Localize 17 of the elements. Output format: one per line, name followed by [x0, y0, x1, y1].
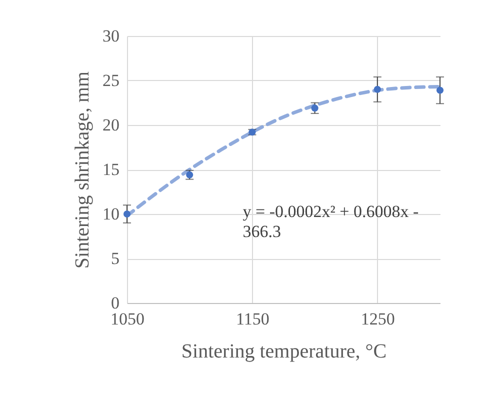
annotation: y = -0.0002x² + 0.6008x - 366.3 — [242, 202, 419, 242]
x-tick-label: 1150 — [236, 310, 270, 328]
x-axis-title: Sintering temperature, °C — [181, 340, 387, 362]
x-tick-label: 1250 — [360, 310, 395, 328]
y-tick-label: 15 — [102, 160, 120, 179]
y-tick-label: 5 — [111, 249, 120, 268]
y-tick-label: 30 — [102, 26, 120, 46]
point — [374, 86, 381, 93]
y-axis-title: Sintering shrinkage, mm — [72, 70, 94, 269]
point — [311, 104, 318, 112]
y-tick-label: 25 — [102, 71, 120, 90]
x-tick-label: 1050 — [110, 310, 144, 328]
y-tick-label: 0 — [111, 294, 120, 312]
y-tick-label: 20 — [102, 116, 120, 134]
point — [436, 86, 444, 94]
point — [123, 210, 131, 218]
y-tick-label: 10 — [102, 204, 120, 224]
